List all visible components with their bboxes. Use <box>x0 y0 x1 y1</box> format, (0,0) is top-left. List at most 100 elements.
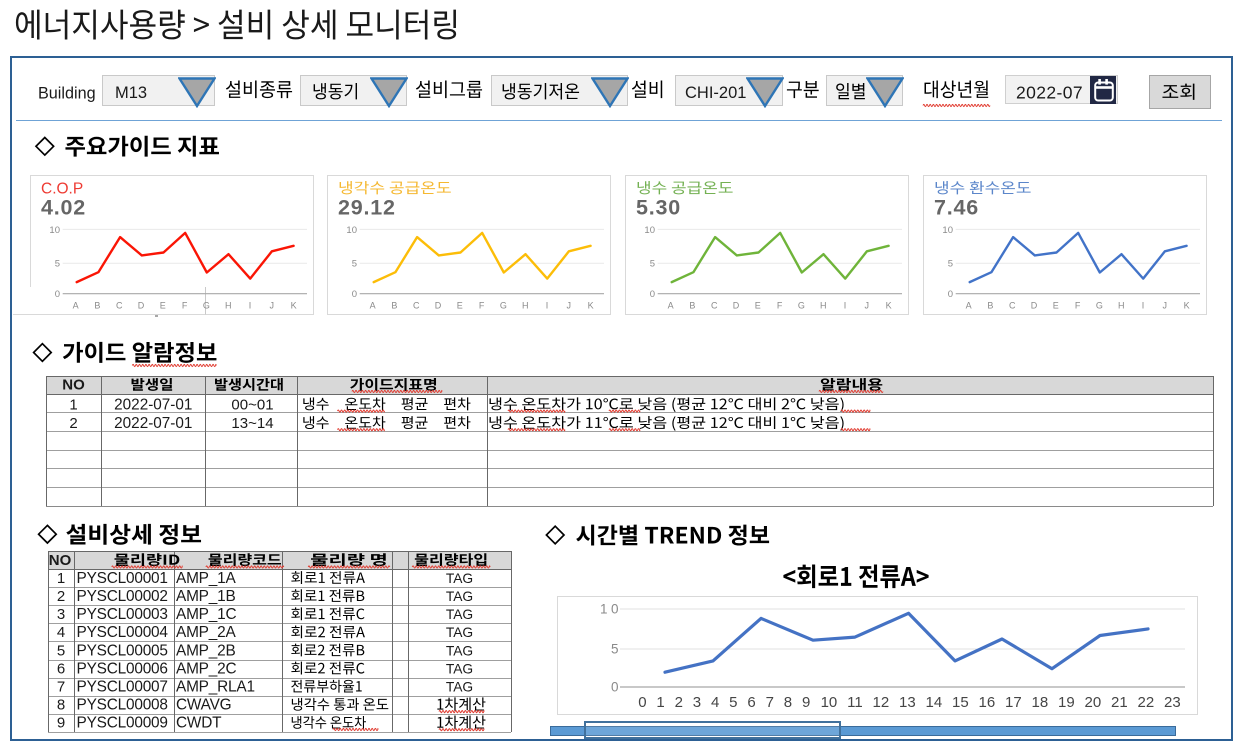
svg-text:1: 1 <box>600 602 608 617</box>
svg-text:PYSCL00002: PYSCL00002 <box>77 588 168 605</box>
svg-text:A: A <box>966 301 972 311</box>
svg-text:0 1 2 3 4 5 6 7 8 9: 0 1 2 3 4 5 6 7 8 9 <box>638 694 810 711</box>
svg-text:A: A <box>73 301 79 311</box>
svg-text:4.02: 4.02 <box>41 196 86 220</box>
svg-text:D: D <box>138 301 145 311</box>
svg-text:PYSCL00005: PYSCL00005 <box>77 642 168 659</box>
svg-text:H: H <box>522 301 529 311</box>
svg-text:PYSCL00004: PYSCL00004 <box>77 624 169 641</box>
svg-text:0: 0 <box>352 289 357 300</box>
svg-text:TAG: TAG <box>446 661 473 676</box>
svg-text:2: 2 <box>57 588 65 605</box>
svg-text:0: 0 <box>55 289 60 300</box>
svg-text:CWAVG: CWAVG <box>176 697 231 714</box>
svg-text:J: J <box>567 301 572 311</box>
svg-text:8: 8 <box>57 697 65 714</box>
svg-text:I: I <box>1142 301 1145 311</box>
svg-text:10: 10 <box>644 225 655 236</box>
svg-text:D: D <box>733 301 740 311</box>
svg-text:F: F <box>1075 301 1081 311</box>
svg-text:0: 0 <box>611 680 619 695</box>
svg-text:CWDT: CWDT <box>176 715 222 732</box>
svg-text:I: I <box>844 301 847 311</box>
svg-text:4: 4 <box>57 624 65 641</box>
svg-text:PYSCL00001: PYSCL00001 <box>77 570 168 587</box>
svg-text:E: E <box>755 301 761 311</box>
svg-text:E: E <box>1053 301 1059 311</box>
svg-text:F: F <box>182 301 188 311</box>
svg-text:AMP_1A: AMP_1A <box>176 570 236 587</box>
svg-text:G: G <box>798 301 805 311</box>
svg-text:D: D <box>435 301 442 311</box>
svg-text:6: 6 <box>57 660 65 677</box>
svg-text:I: I <box>546 301 549 311</box>
svg-text:H: H <box>225 301 232 311</box>
svg-text:0: 0 <box>650 289 655 300</box>
svg-text:AMP_1B: AMP_1B <box>176 588 236 605</box>
svg-text:5: 5 <box>611 642 619 657</box>
svg-text:PYSCL00007: PYSCL00007 <box>77 679 168 696</box>
svg-text:TAG: TAG <box>446 571 473 586</box>
svg-text:29.12: 29.12 <box>338 196 396 220</box>
svg-text:F: F <box>777 301 783 311</box>
svg-text:TAG: TAG <box>446 589 473 604</box>
svg-text:K: K <box>588 301 594 311</box>
svg-text:K: K <box>291 301 297 311</box>
svg-text:H: H <box>1118 301 1125 311</box>
svg-text:TAG: TAG <box>446 643 473 658</box>
svg-text:7.46: 7.46 <box>934 196 979 220</box>
svg-text:TAG: TAG <box>446 607 473 622</box>
svg-text:3: 3 <box>57 606 65 623</box>
svg-text:K: K <box>1184 301 1190 311</box>
svg-text:G: G <box>1096 301 1103 311</box>
svg-text:H: H <box>820 301 827 311</box>
svg-text:C: C <box>413 301 420 311</box>
svg-text:0: 0 <box>611 602 619 617</box>
svg-text:G: G <box>500 301 507 311</box>
svg-text:TAG: TAG <box>446 680 473 695</box>
svg-text:PYSCL00006: PYSCL00006 <box>77 660 168 677</box>
svg-text:1: 1 <box>69 396 77 413</box>
svg-text:A: A <box>370 301 376 311</box>
svg-text:5: 5 <box>57 642 65 659</box>
svg-text:TAG: TAG <box>446 625 473 640</box>
svg-text:I: I <box>249 301 252 311</box>
svg-text:M13: M13 <box>115 84 147 102</box>
svg-text:AMP_2B: AMP_2B <box>176 642 236 659</box>
svg-text:B: B <box>391 301 397 311</box>
svg-text:7: 7 <box>57 679 65 696</box>
svg-text:C: C <box>1009 301 1016 311</box>
svg-text:13~14: 13~14 <box>231 415 273 432</box>
svg-text:E: E <box>160 301 166 311</box>
svg-text:B: B <box>689 301 695 311</box>
svg-text:0: 0 <box>948 289 953 300</box>
svg-text:J: J <box>865 301 870 311</box>
svg-text:J: J <box>270 301 275 311</box>
svg-text:2022-07: 2022-07 <box>1016 83 1083 103</box>
svg-text:K: K <box>886 301 892 311</box>
svg-text:NO: NO <box>49 552 72 569</box>
svg-text:J: J <box>1163 301 1168 311</box>
svg-text:5.30: 5.30 <box>636 196 681 220</box>
svg-text:5: 5 <box>352 259 357 270</box>
svg-text:C: C <box>116 301 123 311</box>
svg-text:AMP_2A: AMP_2A <box>176 624 236 641</box>
svg-text:B: B <box>94 301 100 311</box>
svg-text:10 11 12 13 14 15 16 17 18 19: 10 11 12 13 14 15 16 17 18 19 20 21 22 2… <box>821 694 1181 711</box>
svg-text:1: 1 <box>57 570 65 587</box>
svg-text:10: 10 <box>49 225 60 236</box>
svg-text:NO: NO <box>62 377 85 394</box>
svg-text:D: D <box>1031 301 1038 311</box>
svg-text:2022-07-01: 2022-07-01 <box>114 396 192 413</box>
svg-text:CHI-201: CHI-201 <box>685 84 746 102</box>
svg-text:9: 9 <box>57 715 65 732</box>
svg-text:PYSCL00009: PYSCL00009 <box>77 715 168 732</box>
svg-text:E: E <box>457 301 463 311</box>
svg-text:2022-07-01: 2022-07-01 <box>114 415 192 432</box>
svg-text:00~01: 00~01 <box>231 396 273 413</box>
svg-text:AMP_RLA1: AMP_RLA1 <box>176 679 255 696</box>
svg-text:AMP_2C: AMP_2C <box>176 660 236 677</box>
svg-text:F: F <box>479 301 485 311</box>
svg-text:B: B <box>987 301 993 311</box>
svg-text:5: 5 <box>948 259 953 270</box>
